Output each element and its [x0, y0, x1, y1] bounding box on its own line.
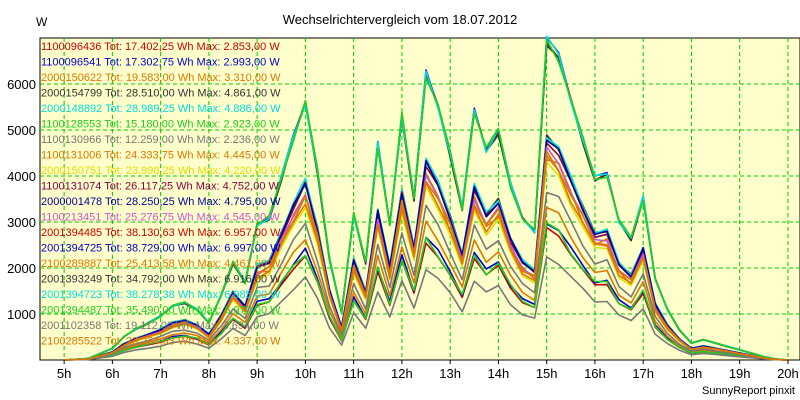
x-tick-label: 8h	[202, 366, 216, 381]
series-line-1100128553	[64, 222, 788, 361]
x-tick-label: 20h	[777, 366, 799, 381]
y-axis-label: W	[36, 15, 48, 29]
x-tick-label: 6h	[105, 366, 119, 381]
series-lines	[64, 35, 788, 361]
x-tick-label: 9h	[250, 366, 264, 381]
y-tick-label: 6000	[7, 77, 36, 92]
x-tick-label: 14h	[488, 366, 510, 381]
y-tick-label: 5000	[7, 123, 36, 138]
legend-entry-2100289887: 2100289887 Tot: 25.413,58 Wh Max: 4.461,…	[41, 258, 281, 270]
legend-entry-1100131074: 1100131074 Tot: 26.117,25 Wh Max: 4.752,…	[41, 181, 280, 193]
x-tick-label: 18h	[681, 366, 703, 381]
x-tick-label: 16h	[584, 366, 606, 381]
legend-entry-2001394485: 2001394485 Tot: 38.130,63 Wh Max: 6.957,…	[41, 227, 281, 239]
legend-entry-2000150622: 2000150622 Tot: 19.583,00 Wh Max: 3.310,…	[41, 72, 281, 84]
legend-entry-1100096541: 1100096541 Tot: 17.302,75 Wh Max: 2.993,…	[41, 57, 280, 69]
y-tick-label: 3000	[7, 215, 36, 230]
legend-entry-2000148892: 2000148892 Tot: 28.989,25 Wh Max: 4.886,…	[41, 103, 281, 115]
legend-entry-2100285522: 2100285522 Tot: 23.234,03 Wh Max: 4.337,…	[41, 336, 281, 348]
x-tick-label: 15h	[536, 366, 558, 381]
legend-entry-1100096436: 1100096436 Tot: 17.402,25 Wh Max: 2.853,…	[41, 41, 280, 53]
series-line-2001394487	[64, 38, 788, 361]
series-line-1100130966	[64, 256, 788, 361]
legend-entry-1100128553: 1100128553 Tot: 15.180,00 Wh Max: 2.923,…	[41, 119, 280, 131]
legend-entry-2001393249: 2001393249 Tot: 34.792,00 Wh Max: 6.916,…	[41, 274, 281, 286]
series-line-2001102358	[64, 191, 788, 361]
footer-credit: SunnyReport pinxit	[702, 385, 795, 397]
legend-entry-1100130966: 1100130966 Tot: 12.259,00 Wh Max: 2.236,…	[41, 134, 280, 146]
legend-entry-2000150751: 2000150751 Tot: 23.998,25 Wh Max: 4.220,…	[41, 165, 281, 177]
legend-entry-1100131006: 1100131006 Tot: 24.333,75 Wh Max: 4.445,…	[41, 150, 280, 162]
y-tick-label: 4000	[7, 169, 36, 184]
y-tick-label: 2000	[7, 261, 36, 276]
axis-layer: 5h 6h 7h 8h 9h 10h 11h 12h 13h 14h 15h 16h 17h 18h 19h…	[7, 77, 799, 381]
x-tick-label: 10h	[295, 366, 317, 381]
legend: 1100096436 Tot: 17.402,25 Wh Max: 2.853,…	[41, 41, 281, 348]
x-tick-label: 12h	[391, 366, 413, 381]
y-tick-label: 1000	[7, 307, 36, 322]
legend-entry-2001394723: 2001394723 Tot: 38.278,38 Wh Max: 6.985,…	[41, 289, 281, 301]
series-line-2100285522	[64, 154, 788, 361]
legend-entry-2000001478: 2000001478 Tot: 28.250,25 Wh Max: 4.795,…	[41, 196, 281, 208]
series-line-2000150622	[64, 206, 788, 361]
x-tick-label: 19h	[729, 366, 751, 381]
legend-entry-2001394487: 2001394487 Tot: 35.490,00 Wh Max: 6.970,…	[41, 305, 281, 317]
x-tick-label: 11h	[343, 366, 364, 381]
legend-entry-2000154799: 2000154799 Tot: 28.510,00 Wh Max: 4.861,…	[41, 88, 281, 100]
legend-entry-1100213451: 1100213451 Tot: 25.276,75 Wh Max: 4.545,…	[41, 212, 280, 224]
chart-title: Wechselrichtervergleich vom 18.07.2012	[283, 12, 518, 27]
x-tick-label: 7h	[153, 366, 167, 381]
x-tick-label: 5h	[57, 366, 71, 381]
x-tick-label: 17h	[632, 366, 654, 381]
x-tick-label: 13h	[439, 366, 461, 381]
legend-entry-2001102358: 2001102358 Tot: 19.112,00 Wh Max: 3.694,…	[41, 320, 280, 332]
legend-entry-2001394725: 2001394725 Tot: 38.729,00 Wh Max: 6.997,…	[41, 243, 281, 255]
